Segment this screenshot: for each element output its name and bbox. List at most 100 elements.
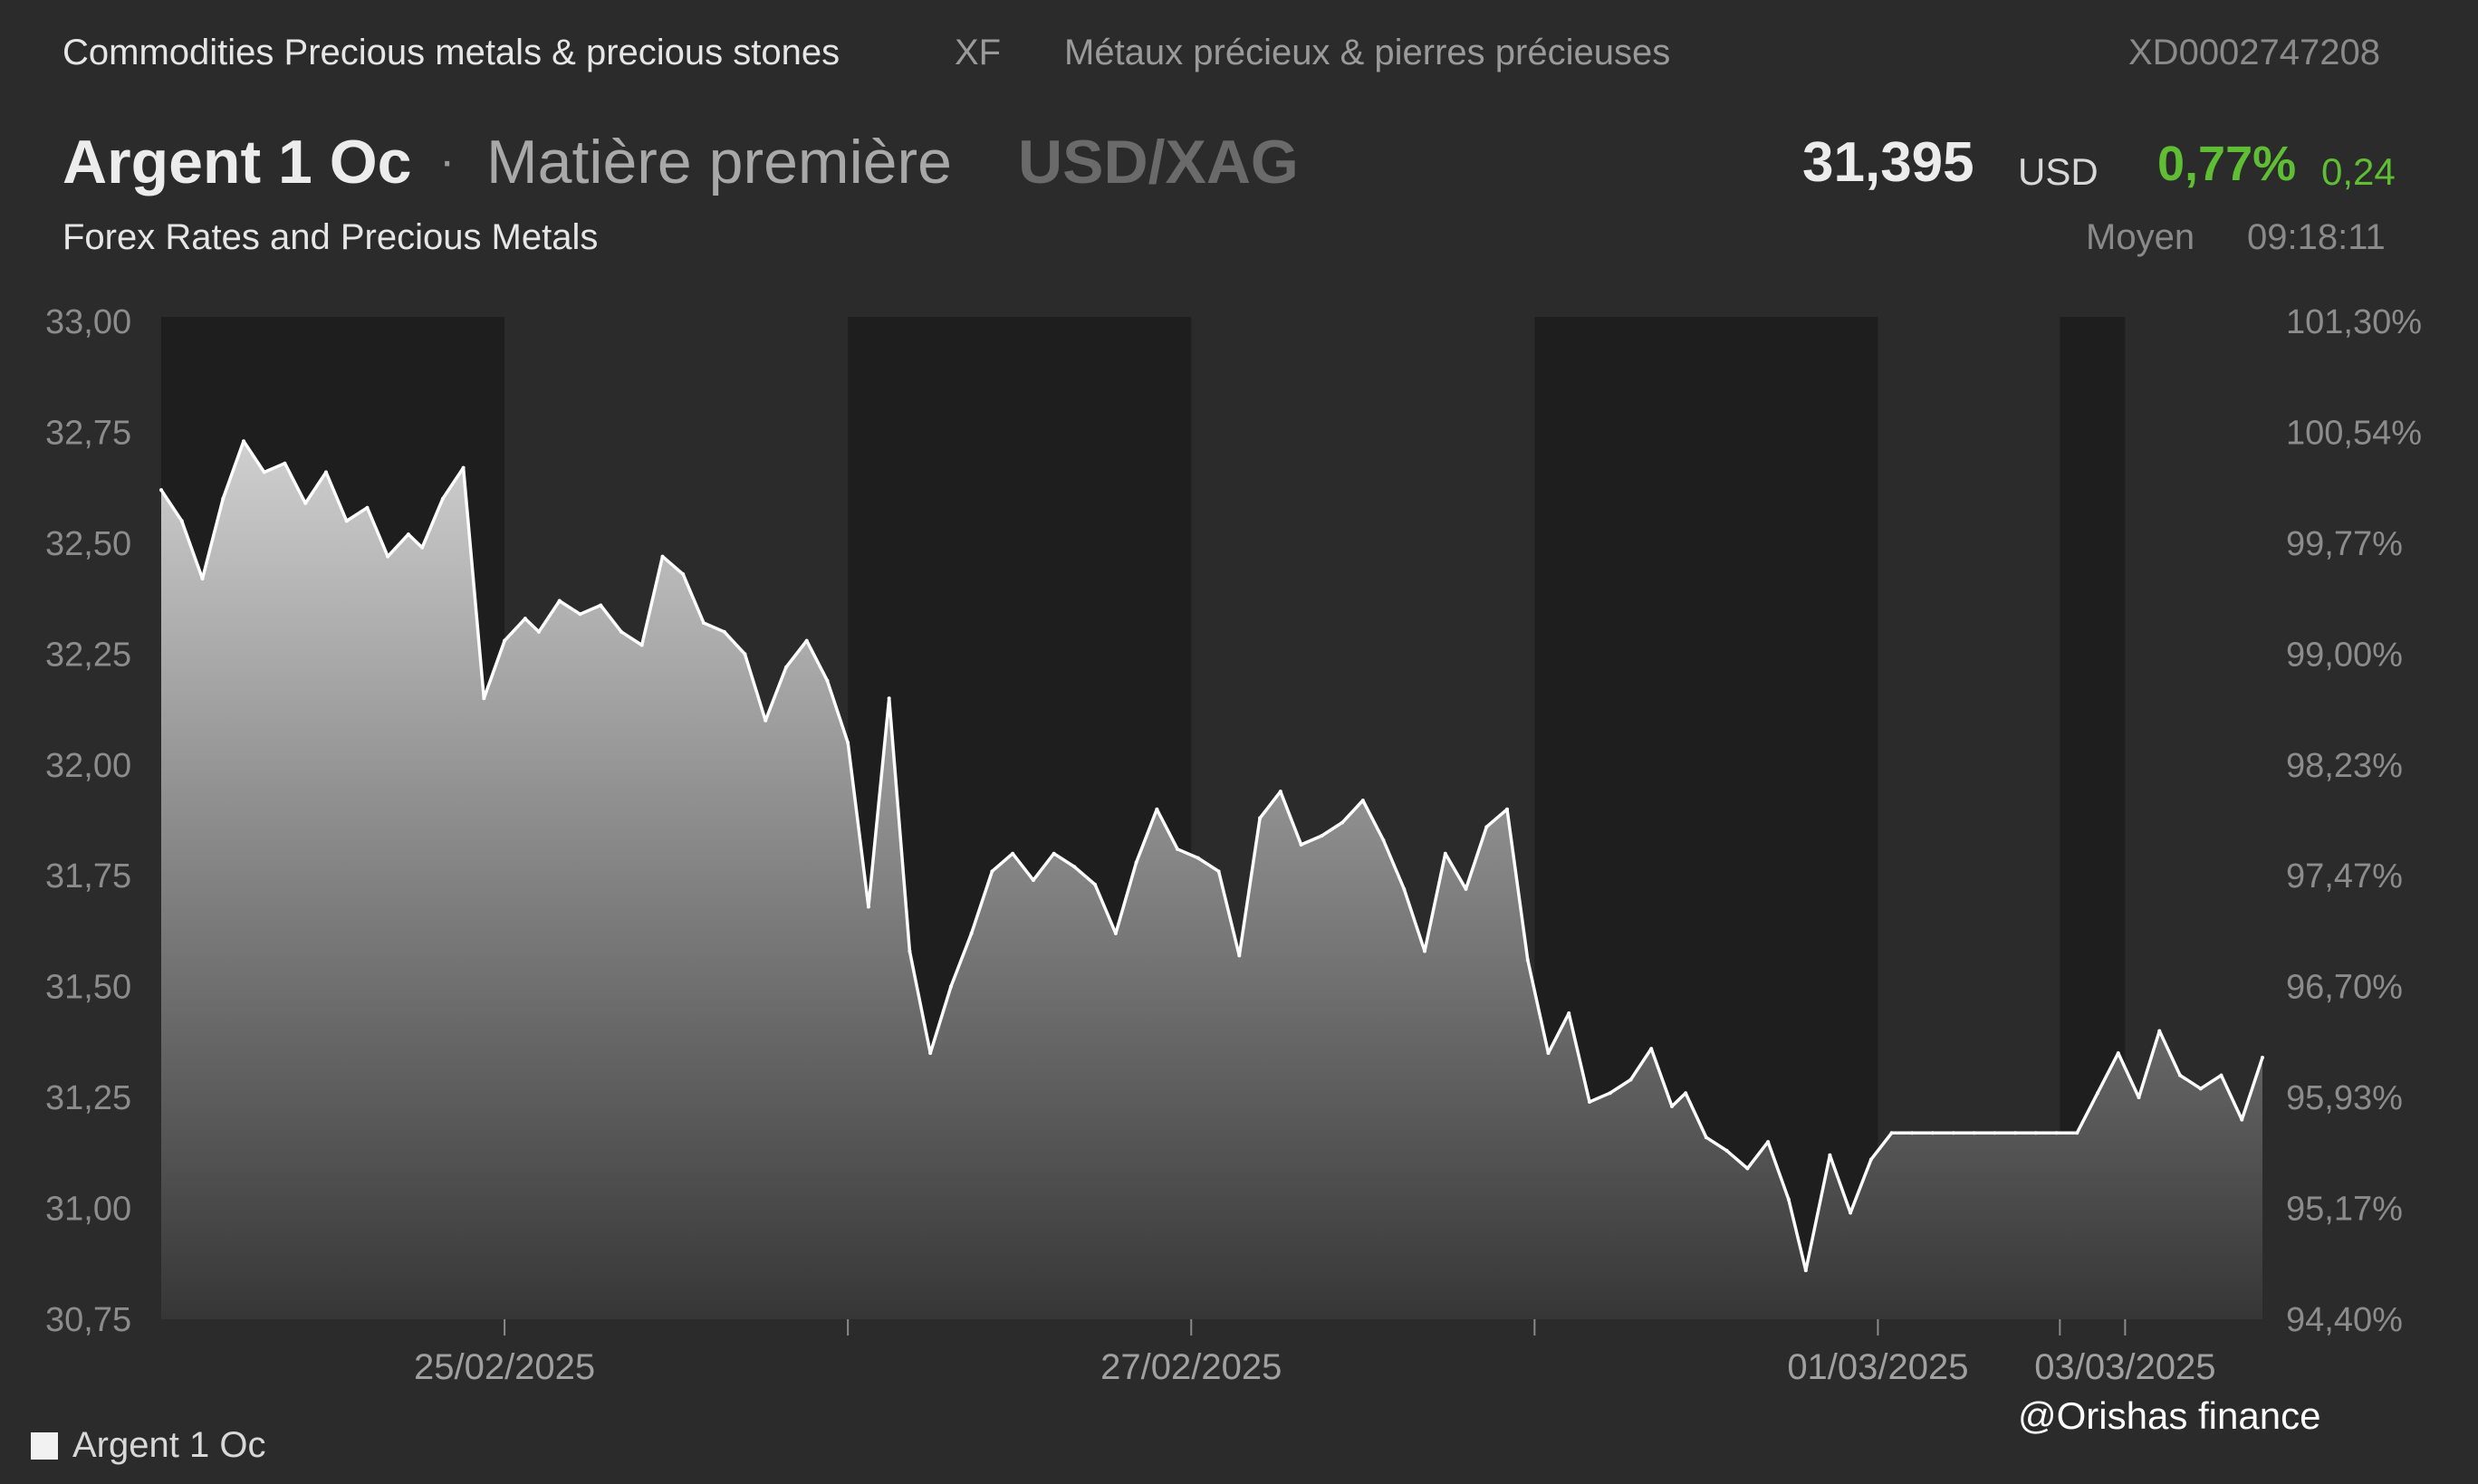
data-point[interactable] — [159, 488, 163, 493]
data-point[interactable] — [1237, 953, 1242, 958]
data-point[interactable] — [1972, 1131, 1976, 1135]
data-point[interactable] — [482, 696, 486, 701]
data-point[interactable] — [1868, 1157, 1873, 1162]
data-point[interactable] — [783, 665, 788, 670]
data-point[interactable] — [323, 470, 328, 474]
data-point[interactable] — [2054, 1131, 2059, 1135]
data-point[interactable] — [503, 638, 507, 643]
data-point[interactable] — [908, 949, 912, 953]
data-point[interactable] — [743, 652, 747, 656]
data-point[interactable] — [179, 519, 184, 523]
data-point[interactable] — [241, 439, 245, 444]
data-point[interactable] — [386, 554, 390, 559]
data-point[interactable] — [1443, 851, 1447, 856]
data-point[interactable] — [1381, 838, 1386, 843]
data-point[interactable] — [1525, 958, 1530, 962]
data-point[interactable] — [1299, 842, 1303, 847]
data-point[interactable] — [990, 869, 994, 874]
data-point[interactable] — [1704, 1135, 1708, 1140]
data-point[interactable] — [1910, 1131, 1915, 1135]
data-point[interactable] — [1216, 869, 1221, 874]
data-point[interactable] — [1993, 1131, 1997, 1135]
data-point[interactable] — [2013, 1131, 2018, 1135]
data-point[interactable] — [2178, 1073, 2183, 1077]
data-point[interactable] — [1072, 865, 1077, 869]
data-point[interactable] — [1360, 798, 1365, 802]
data-point[interactable] — [262, 470, 266, 474]
data-point[interactable] — [619, 629, 623, 634]
data-point[interactable] — [440, 496, 445, 501]
data-point[interactable] — [1546, 1051, 1551, 1056]
data-point[interactable] — [825, 678, 830, 683]
data-point[interactable] — [344, 519, 349, 523]
data-point[interactable] — [1889, 1131, 1894, 1135]
data-point[interactable] — [928, 1051, 933, 1056]
data-point[interactable] — [1628, 1077, 1633, 1082]
data-point[interactable] — [1093, 883, 1098, 887]
data-point[interactable] — [221, 496, 226, 501]
data-point[interactable] — [1951, 1131, 1955, 1135]
data-point[interactable] — [1011, 851, 1015, 856]
data-point[interactable] — [420, 545, 425, 550]
data-point[interactable] — [2219, 1073, 2223, 1077]
data-point[interactable] — [701, 621, 706, 626]
data-point[interactable] — [1766, 1140, 1771, 1144]
data-point[interactable] — [406, 532, 410, 537]
data-point[interactable] — [1155, 807, 1159, 811]
data-point[interactable] — [2096, 1091, 2100, 1096]
data-point[interactable] — [804, 638, 809, 643]
data-point[interactable] — [1484, 825, 1489, 829]
data-point[interactable] — [1464, 886, 1468, 891]
data-point[interactable] — [599, 603, 603, 608]
data-point[interactable] — [557, 598, 562, 603]
data-point[interactable] — [200, 577, 205, 581]
data-point[interactable] — [365, 505, 370, 510]
series-line[interactable] — [159, 439, 2264, 1272]
data-point[interactable] — [1567, 1011, 1571, 1016]
data-point[interactable] — [1320, 834, 1324, 838]
data-point[interactable] — [846, 741, 850, 745]
data-point[interactable] — [1931, 1131, 1935, 1135]
data-point[interactable] — [1724, 1148, 1729, 1153]
data-point[interactable] — [1196, 856, 1200, 860]
data-point[interactable] — [660, 554, 665, 559]
data-point[interactable] — [1745, 1166, 1750, 1171]
data-point[interactable] — [1258, 816, 1263, 820]
data-point[interactable] — [887, 696, 891, 701]
data-point[interactable] — [2261, 1056, 2264, 1060]
data-point[interactable] — [1340, 820, 1345, 825]
data-point[interactable] — [639, 643, 644, 647]
data-point[interactable] — [722, 629, 726, 634]
data-point[interactable] — [2033, 1131, 2038, 1135]
data-point[interactable] — [1423, 949, 1427, 953]
data-point[interactable] — [461, 465, 466, 470]
data-point[interactable] — [948, 984, 953, 989]
data-point[interactable] — [1803, 1269, 1808, 1273]
data-point[interactable] — [2137, 1096, 2141, 1100]
data-point[interactable] — [1052, 851, 1056, 856]
data-point[interactable] — [2240, 1117, 2244, 1122]
data-point[interactable] — [1669, 1104, 1674, 1108]
data-point[interactable] — [1278, 790, 1282, 794]
data-point[interactable] — [764, 718, 768, 723]
data-point[interactable] — [578, 612, 582, 617]
data-point[interactable] — [1134, 860, 1138, 865]
data-point[interactable] — [1176, 847, 1180, 851]
data-point[interactable] — [2116, 1051, 2120, 1056]
data-point[interactable] — [1828, 1153, 1832, 1157]
data-point[interactable] — [1402, 886, 1407, 891]
data-point[interactable] — [1113, 931, 1118, 935]
data-point[interactable] — [866, 905, 870, 909]
data-point[interactable] — [1031, 878, 1035, 883]
data-point[interactable] — [1505, 807, 1510, 811]
data-point[interactable] — [1849, 1211, 1853, 1215]
data-point[interactable] — [2157, 1029, 2162, 1033]
data-point[interactable] — [1608, 1091, 1612, 1096]
data-point[interactable] — [2075, 1131, 2079, 1135]
data-point[interactable] — [536, 629, 541, 634]
data-point[interactable] — [283, 461, 287, 465]
data-point[interactable] — [2198, 1087, 2203, 1091]
price-chart[interactable]: 33,00 32,75 32,50 32,25 32,00 31,75 31,50 31,25… — [0, 272, 2478, 1385]
data-point[interactable] — [303, 501, 308, 505]
data-point[interactable] — [523, 617, 527, 621]
